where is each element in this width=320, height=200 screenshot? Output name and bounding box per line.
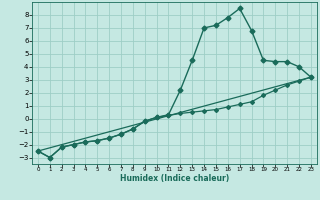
- X-axis label: Humidex (Indice chaleur): Humidex (Indice chaleur): [120, 174, 229, 183]
